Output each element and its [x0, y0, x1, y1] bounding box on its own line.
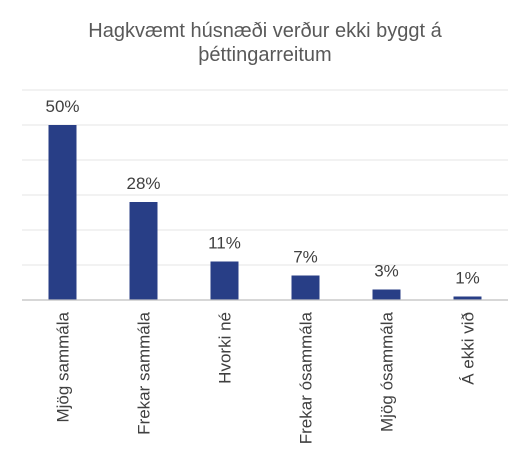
data-label: 28%	[126, 174, 160, 193]
chart-title-line-2: þéttingarreitum	[198, 44, 331, 66]
x-tick-labels: Mjög sammála Frekar sammála Hvorki né Freka…	[54, 311, 478, 444]
bar	[129, 202, 158, 300]
bar	[291, 275, 320, 300]
x-tick-label: Mjög sammála	[54, 311, 73, 422]
bar	[453, 296, 482, 300]
bar	[48, 125, 77, 300]
gridlines	[22, 89, 508, 266]
data-label: 50%	[45, 97, 79, 116]
x-tick-label: Hvorki né	[216, 312, 235, 384]
x-tick-label: Á ekki við	[459, 312, 478, 385]
data-label: 7%	[293, 248, 318, 267]
bar	[210, 261, 239, 300]
x-tick-label: Frekar ósammála	[297, 311, 316, 444]
bar	[372, 289, 401, 300]
x-tick-label: Frekar sammála	[135, 311, 154, 434]
x-tick-label: Mjög ósammála	[378, 311, 397, 432]
data-label: 1%	[455, 269, 480, 288]
data-label: 11%	[208, 234, 241, 253]
chart-title: Hagkvæmt húsnæði verður ekki byggt á þét…	[88, 20, 442, 66]
bars	[48, 125, 482, 300]
data-label: 3%	[374, 262, 399, 281]
chart-title-line-1: Hagkvæmt húsnæði verður ekki byggt á	[88, 20, 442, 42]
data-labels: 50% 28% 11% 7% 3% 1%	[45, 97, 479, 288]
